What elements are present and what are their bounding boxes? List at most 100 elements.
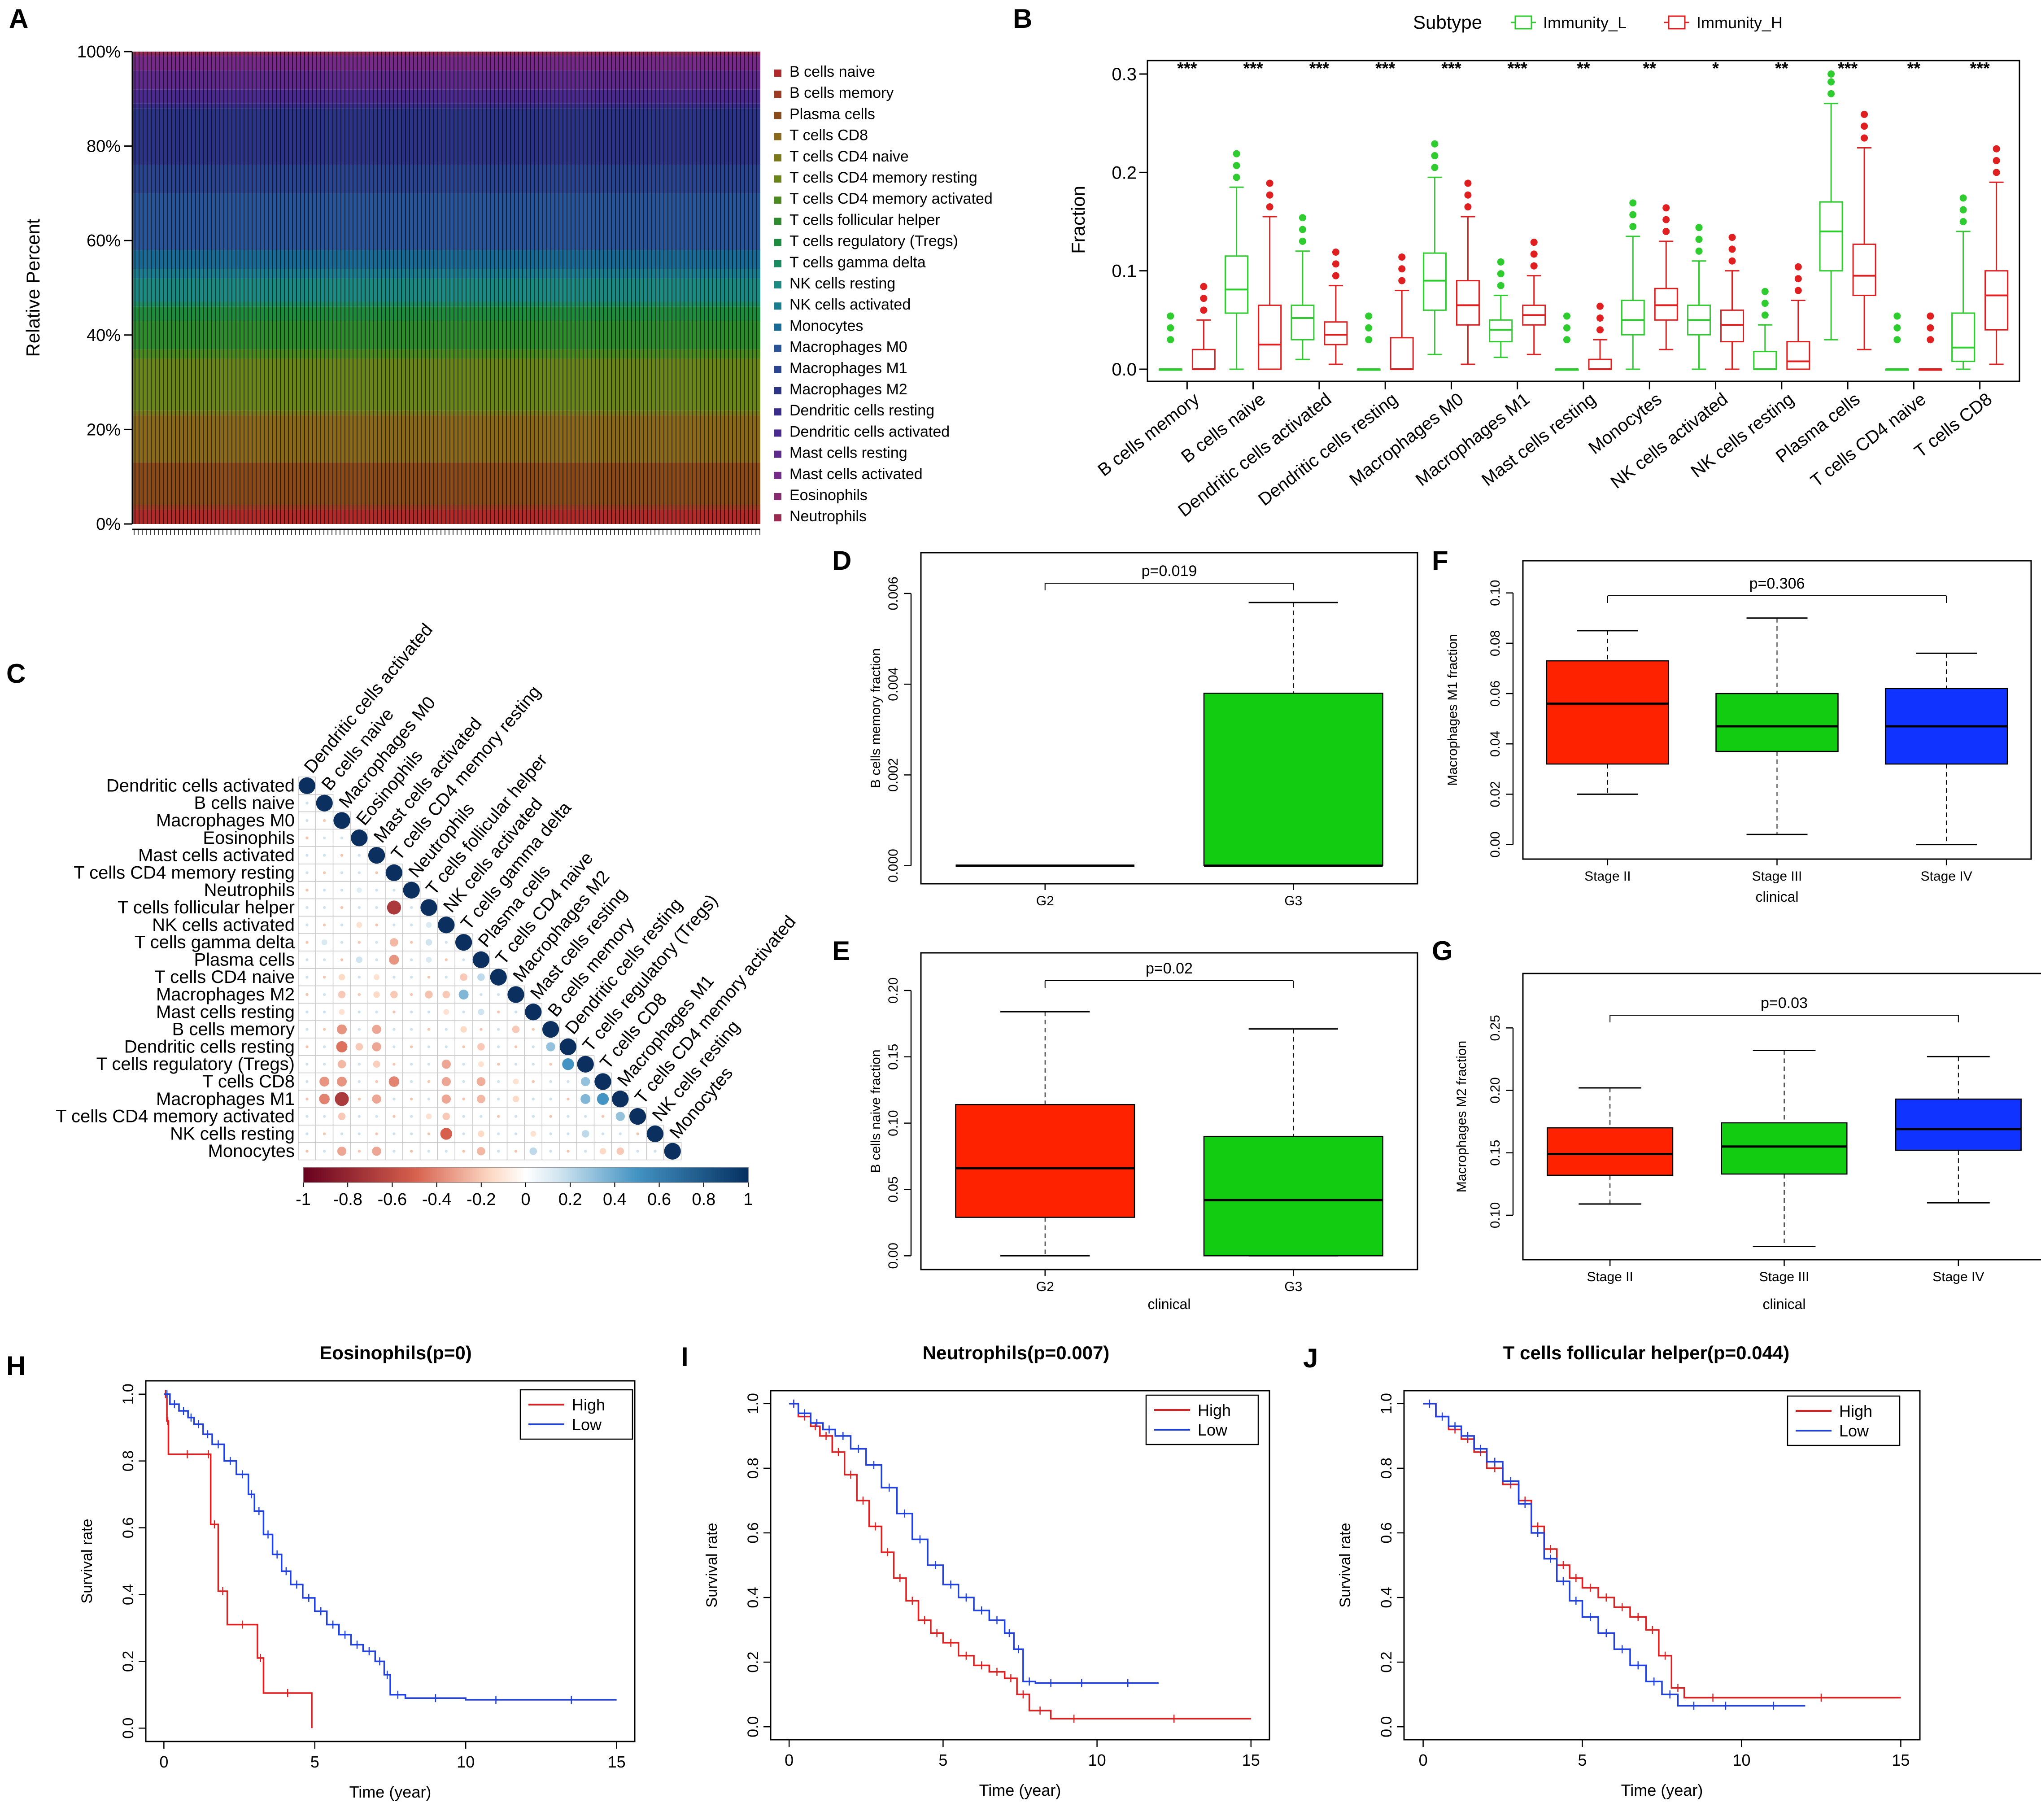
colorbar-segment (323, 1167, 326, 1183)
correlation-dot (532, 1115, 535, 1118)
correlation-dot (340, 941, 344, 944)
box (1852, 243, 1876, 296)
colorbar-segment (441, 1167, 444, 1183)
legend-box (1787, 1395, 1901, 1446)
correlation-circle (443, 1009, 449, 1015)
y-tick-label: 0.6 (745, 1522, 762, 1543)
y-axis-label: Fraction (1068, 186, 1089, 254)
correlation-dot (375, 871, 378, 874)
correlation-dot (392, 1028, 396, 1031)
panel-letter-f: F (1432, 546, 1448, 576)
colorbar-tick-label: 0.6 (647, 1190, 671, 1209)
outlier-point (1200, 306, 1208, 314)
correlation-dot (462, 1097, 465, 1100)
legend-box (1145, 1394, 1259, 1445)
colorbar-segment (452, 1167, 455, 1183)
correlation-dot (549, 1097, 552, 1100)
colorbar-segment (648, 1167, 651, 1183)
colorbar-segment (639, 1167, 642, 1183)
x-tick-label: 10 (1732, 1751, 1750, 1769)
outlier-point (1993, 169, 2000, 176)
correlation-dot (410, 976, 413, 979)
colorbar-segment (376, 1167, 379, 1183)
legend-swatch (774, 345, 781, 352)
correlation-circle (441, 1077, 451, 1087)
outlier-point (1662, 216, 1670, 223)
box (1291, 304, 1315, 340)
x-tick-label: Stage III (1759, 1270, 1810, 1284)
colorbar-segment (381, 1167, 384, 1183)
significance-label: * (1712, 59, 1719, 78)
legend-item: Immunity_L (1543, 13, 1627, 32)
correlation-circle (388, 1076, 400, 1087)
correlation-dot (654, 1150, 657, 1153)
outlier-point (1497, 258, 1505, 266)
outlier-point (1993, 145, 2000, 153)
correlation-circle (440, 1128, 452, 1140)
colorbar-segment (401, 1167, 404, 1183)
legend-swatch (774, 70, 781, 77)
colorbar-segment (592, 1167, 595, 1183)
colorbar-segment (694, 1167, 698, 1183)
row-label: T cells CD4 naive (154, 967, 295, 987)
colorbar-segment (575, 1167, 577, 1183)
legend-item: High (1198, 1401, 1231, 1419)
p-value-label: p=0.019 (1142, 563, 1197, 580)
diagonal-circle (438, 917, 455, 934)
matrix-cell (524, 1038, 542, 1056)
correlation-dot (619, 1132, 622, 1135)
row-label: Macrophages M1 (156, 1089, 295, 1109)
colorbar-segment (303, 1167, 306, 1183)
outlier-point (1695, 224, 1703, 231)
correlation-dot (514, 1010, 518, 1013)
colorbar-segment (744, 1167, 746, 1183)
correlation-dot (601, 1132, 605, 1135)
colorbar-segment (733, 1167, 736, 1183)
correlation-circle (426, 922, 432, 928)
correlation-dot (392, 1063, 396, 1066)
correlation-circle (581, 1130, 589, 1138)
legend-swatch (774, 112, 781, 119)
colorbar-segment (434, 1167, 437, 1183)
colorbar-segment (481, 1167, 484, 1183)
outlier-point (1332, 260, 1339, 268)
correlation-circle (321, 939, 327, 946)
correlation-dot (549, 1115, 552, 1118)
y-tick-label: 0.0 (1112, 360, 1137, 380)
x-tick-label: G2 (1036, 894, 1054, 908)
correlation-dot (375, 1132, 378, 1135)
correlation-dot (358, 871, 361, 874)
correlation-dot (567, 1150, 570, 1153)
stack-segment (133, 103, 760, 109)
correlation-dot (323, 1150, 326, 1153)
correlation-circle (336, 1076, 347, 1087)
colorbar-segment (579, 1167, 582, 1183)
correlation-dot (549, 1080, 552, 1083)
panel-letter-g: G (1432, 936, 1453, 966)
panel-letter-d: D (832, 546, 851, 576)
outlier-point (1299, 214, 1306, 222)
significance-label: *** (1838, 59, 1858, 78)
colorbar-segment (310, 1167, 313, 1183)
x-tick-label: Stage II (1587, 1270, 1633, 1284)
outlier-point (1893, 324, 1901, 332)
correlation-circle (546, 1042, 555, 1052)
correlation-dot (532, 1097, 535, 1100)
x-tick-label: 5 (1578, 1751, 1587, 1769)
colorbar-segment (710, 1167, 713, 1183)
x-axis-label: Time (year) (349, 1783, 432, 1801)
diagonal-circle (368, 847, 385, 864)
outlier-point (1827, 78, 1835, 86)
correlation-dot (305, 1063, 309, 1066)
colorbar-segment (728, 1167, 731, 1183)
correlation-dot (375, 1010, 378, 1013)
box (1786, 341, 1810, 370)
colorbar-tick-label: 0 (521, 1190, 530, 1209)
stack-segment (133, 56, 760, 71)
colorbar-segment (354, 1167, 357, 1183)
outlier-point (1596, 326, 1604, 334)
correlation-dot (497, 1097, 500, 1100)
y-tick-label: 0.10 (1488, 1202, 1503, 1228)
legend-item: T cells CD4 naive (789, 148, 909, 165)
colorbar-segment (383, 1167, 386, 1183)
